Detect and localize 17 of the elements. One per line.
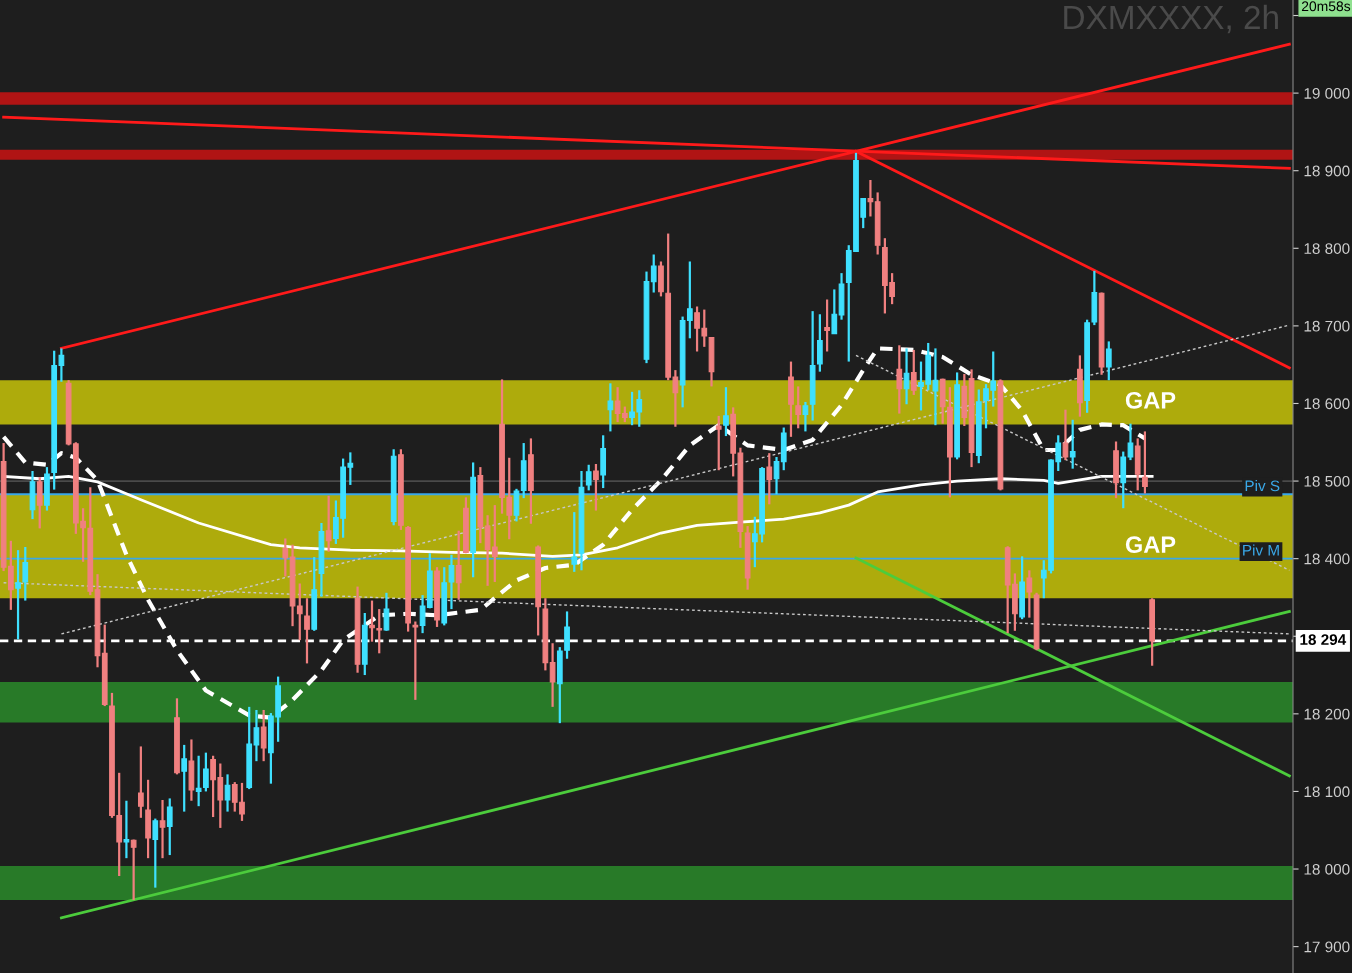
y-tick-label: 18 800 [1304,243,1350,254]
y-tick-label: 18 700 [1304,320,1350,332]
y-tick-label: 17 900 [1304,941,1350,953]
y-tick-label: 18 400 [1304,553,1350,565]
text: 20m58s [1301,1,1351,12]
band-label: GAP [1125,391,1176,409]
ref-line-label: 18 294 [1300,634,1347,646]
y-tick-label: 18 200 [1304,708,1350,720]
y-tick-label: 18 600 [1304,398,1350,410]
ref-line-label: Piv M [1243,544,1279,556]
y-tick-label: 18 500 [1304,475,1350,487]
ref-line-label: Piv S [1245,480,1280,492]
y-tick-label: 18 100 [1304,786,1350,798]
y-tick-label: 19 000 [1304,87,1350,99]
band-label: GAP [1125,536,1176,553]
y-tick-label: 18 900 [1304,165,1350,177]
y-tick-label: 18 000 [1304,863,1350,875]
